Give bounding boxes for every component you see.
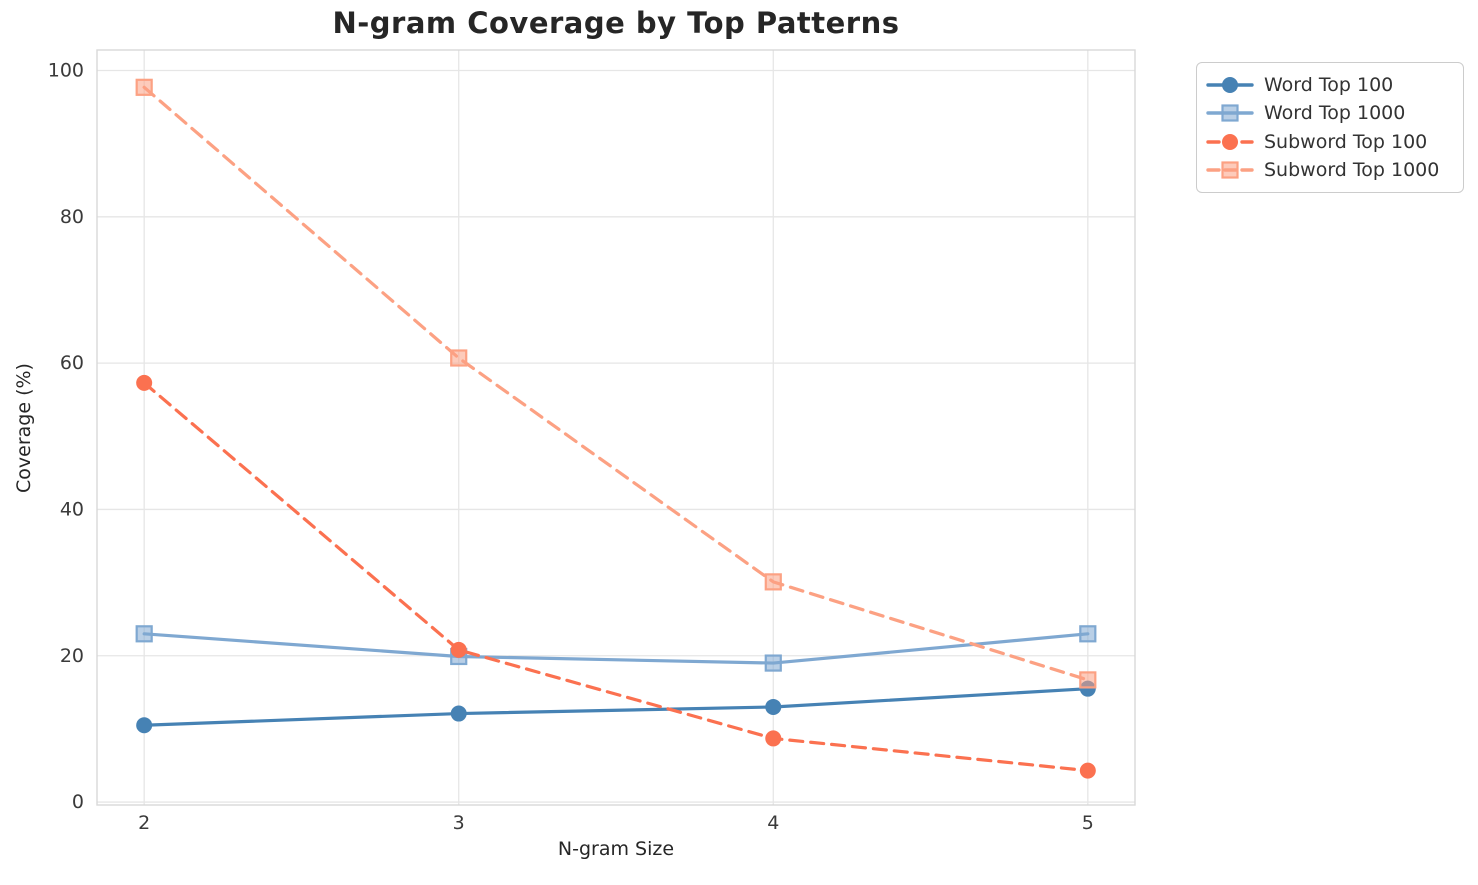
legend-label: Subword Top 100 [1264,130,1428,153]
y-axis-label: Coverage (%) [13,363,35,493]
marker-word-top-1000 [764,654,782,672]
y-tick-label: 100 [48,59,84,81]
legend-marker-icon [1222,133,1238,150]
y-tick-label: 60 [60,352,84,374]
marker-subword-top-1000 [1079,671,1097,689]
legend-line-sample-icon [1206,133,1254,150]
marker-subword-top-100 [765,730,782,747]
y-tick-label: 20 [60,645,84,667]
legend-line-sample-icon [1206,161,1254,179]
x-tick-label: 5 [1082,812,1094,834]
series-line-subword-top-1000 [142,85,1090,682]
y-tick-label: 80 [60,206,84,228]
marker-word-top-1000 [1079,625,1097,643]
marker-word-top-1000 [135,625,153,643]
series-line-subword-top-100 [142,381,1090,773]
legend-marker-icon [1222,77,1238,93]
x-tick-label: 4 [767,812,779,834]
y-tick-label: 40 [60,498,84,520]
chart-title: N-gram Coverage by Top Patterns [332,6,900,40]
marker-word-top-100 [765,698,782,715]
legend-item-word-top-100: Word Top 100 [1206,71,1453,99]
legend-item-subword-top-100: Subword Top 100 [1206,128,1453,156]
legend: Word Top 100 Word Top 1000 Subword Top 100… [1196,62,1464,193]
marker-subword-top-1000 [764,573,782,591]
legend-label: Word Top 100 [1264,74,1394,96]
x-tick-label: 3 [453,812,465,834]
marker-subword-top-100 [1079,762,1096,779]
legend-marker-icon [1221,161,1239,179]
legend-line-sample-icon [1206,104,1254,122]
x-tick-label: 2 [138,812,150,834]
axes-frame [96,49,1136,806]
marker-subword-top-1000 [135,78,153,96]
legend-line-sample-icon [1206,77,1254,93]
legend-item-subword-top-1000: Subword Top 1000 [1206,156,1453,184]
legend-label: Word Top 1000 [1264,102,1406,125]
x-axis-label: N-gram Size [557,838,675,860]
marker-word-top-100 [136,717,153,734]
marker-subword-top-100 [136,374,153,391]
legend-marker-icon [1221,104,1239,122]
marker-subword-top-100 [450,641,467,658]
legend-item-word-top-1000: Word Top 1000 [1206,99,1453,127]
series-line-word-top-100 [142,687,1090,727]
legend-label: Subword Top 1000 [1264,158,1440,181]
y-tick-label: 0 [72,791,84,813]
marker-subword-top-1000 [450,349,468,367]
marker-word-top-100 [450,705,467,722]
series-line-word-top-1000 [142,632,1090,665]
